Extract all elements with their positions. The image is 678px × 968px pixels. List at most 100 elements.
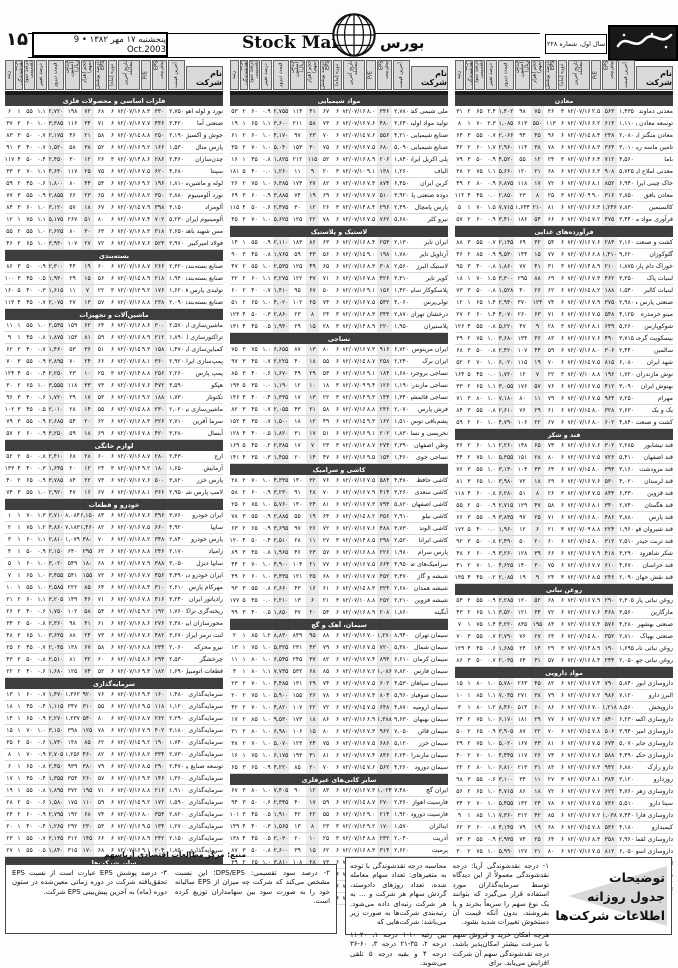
cell-value: ۸۲/۰۷/۱۶ (118, 823, 140, 830)
cell-value: ۱,۷۸۰ (394, 251, 409, 258)
cell-value: ۴ (242, 454, 246, 461)
cell-value: ۳ (335, 204, 340, 211)
cell-value: ۹۹ (231, 609, 238, 616)
cell-value: ۷۱ (97, 120, 105, 127)
cell-value: ۴۹ (231, 573, 238, 580)
cell-value: ۷۱ (456, 395, 463, 402)
cell-value: ۲۵ (531, 512, 544, 523)
cell-value: ۹۶۴ (602, 393, 617, 404)
cell-value: ۲۸۶ (152, 154, 167, 165)
cell-value: ۲۹۵ (517, 275, 528, 282)
cell-value: ۱۲۴ (531, 297, 544, 308)
cell-value: ۱۵ (306, 726, 319, 737)
cell-value: ۳ (17, 418, 21, 425)
cell-value: ۷۵ (251, 346, 258, 353)
cell-value: ۱۶۷ (517, 740, 528, 747)
cell-value: ۷۲ (519, 478, 526, 485)
cell-value: ۶ (335, 299, 340, 306)
cell-value: ۱۵ (531, 249, 544, 260)
cell-value: ۱,۶۴۵ (48, 463, 64, 474)
cell-value: ۲ (242, 108, 246, 115)
cell-value: ۱,۸۷۵ (619, 263, 634, 270)
cell-value: ۶ (110, 691, 115, 698)
cell-value: ۱۱۶ (67, 120, 78, 127)
cell-value: ۹.۲ (141, 287, 151, 294)
column-header-vertical: درجه نقدشوندگی (240, 60, 248, 90)
cell-value: ۶ (560, 728, 565, 735)
cell-company-name: فارسیت اهواز (412, 799, 448, 806)
cell-value: ۶۳ (531, 309, 544, 320)
cell-value: ۲۴۲ (152, 833, 167, 844)
cell-value: ۸۲/۰۷/۱۶ (343, 609, 365, 616)
cell-value: ۸۲/۰۷/۱۶ (343, 192, 365, 199)
column-header-company-name: نام شرکت (411, 66, 448, 90)
cell-value: ۲ (467, 311, 471, 318)
cell-company-name: فرآوری مواد معدنی ایران (636, 216, 673, 223)
cell-value: ۲,۷۳۰ (169, 751, 184, 758)
cell-value: ۳,۱۲۰ (48, 202, 64, 213)
cell-value: ۶۴ (322, 513, 330, 520)
cell-value: ۲۵ (97, 370, 105, 377)
cell-value: ۰.۶ (487, 776, 496, 783)
cell-value: ۷۵ (476, 168, 483, 175)
cell-value: ۶ (560, 383, 565, 390)
cell-value: ۲ (467, 550, 471, 557)
cell-value: ۱۲ (81, 154, 94, 165)
cell-value: ۱۸۸ (602, 285, 617, 296)
cell-value: ۷۰ (251, 144, 258, 151)
cell-value: ۸۲/۰۷/۱۶ (568, 383, 590, 390)
table-row: روغن نباتی جهان۲,۰۵۰۲۴۴۸.۴۸۲/۰۷/۱۶۶۵۷۳۱۶… (455, 655, 673, 667)
cell-value: ۹۴۲ (602, 762, 617, 773)
cell-value: ۶ (110, 180, 115, 187)
cell-value: ۵۲ (97, 668, 105, 675)
cell-value: ۱.۰ (487, 335, 496, 342)
cell-value: ۴۹۶ (152, 510, 167, 521)
cell-value: ۱.۱ (487, 609, 496, 616)
cell-value: ۱۷ (81, 392, 94, 403)
cell-value: ۱.۰ (262, 859, 271, 866)
cell-value: ۱,۷۳۰ (169, 394, 184, 401)
cell-value: ۸۲/۰۷/۱۶ (118, 334, 140, 341)
cell-value: ۱.۰ (262, 704, 271, 711)
cell-value: ۳,۱۲۰ (619, 776, 634, 783)
cell-value: ۱ (467, 275, 471, 282)
cell-value: ۱۸ (306, 714, 319, 725)
cell-value: ۲۹ (294, 323, 301, 330)
cell-value: ۱,۵۲۸ (498, 285, 514, 296)
cell-value: ۵,۹۰۰ (273, 690, 289, 701)
cell-value: ۳۱ (531, 655, 544, 666)
cell-value: ۸۷ (294, 346, 301, 353)
cell-value: ۱۰ (306, 833, 319, 844)
cell-value: ۵ (242, 597, 246, 604)
globe-icon (331, 12, 377, 62)
table-row: کاشی الوند ۳,۷۳۰ ۴۸۸ ۷.۶ ۸۲/۰۷/۱۶ ۶ ۷۲ ۲۶ ۹۷ ۳,۶۹… (230, 523, 448, 535)
cell-value: ۷,۷۳۵ (273, 666, 289, 677)
cell-value: ۲,۳۲۰ (169, 263, 184, 270)
cell-value: ۵۰ (476, 538, 483, 545)
cell-value: ۸۲/۰۷/۱۵ (118, 132, 140, 139)
cell-value: ۹ (306, 166, 319, 177)
cell-value: ۳ (467, 538, 471, 545)
cell-value: ۸۲/۰۷/۱۶ (118, 144, 140, 151)
cell-value: ۲,۱۹۰ (169, 132, 184, 139)
cell-value: ۵۰ (26, 370, 33, 377)
table-row: شکر شاهرود ۳,۲۹۰ ۴۱۸ ۷.۹ ۸۲/۰۷/۱۶ ۶ ۶۶ ۳۹ ۱۲۸ ۳,۲… (455, 548, 673, 560)
cell-value: ۳۹۸ (67, 727, 78, 734)
cell-value: ۱۱۵ (517, 359, 528, 366)
cell-value: ۶۰۲ (377, 678, 392, 689)
cell-value: ۴۹ (294, 370, 301, 377)
cell-value: ۸,۸۳۰ (273, 630, 289, 641)
table-row: داروسازی ابوریحان۵,۸۴۰۷۹۰۷.۴۸۲/۰۷/۱۶۶۸۲۴… (455, 678, 673, 690)
column-header-vertical: تاریخ آخرین معامله (118, 60, 140, 90)
cell-company-name: سرمایه‌گذاری ساختمان ایران (186, 835, 223, 842)
cell-value: ۱.۰ (262, 656, 271, 663)
cell-value: ۵,۰۲۰ (498, 738, 514, 749)
table-row: تکنوتار ۱,۷۳۰ ۱۸۸ ۹.۲ ۸۲/۰۷/۱۶ ۶ ۵۳ ۱۷ ۲۹ ۱,۷۲۰ ۰.… (5, 392, 223, 404)
cell-value: ۳۷ (306, 654, 319, 665)
cell-value: ۳ (110, 156, 115, 163)
cell-value: ۵,۱۷۵ (48, 214, 64, 225)
cell-value: ۶۰ (26, 691, 33, 698)
cell-value: ۳ (242, 764, 246, 771)
table-row: یک و یک ۲,۶۳۰ ۳۲۸ ۸.۰ ۸۲/۰۷/۱۵ ۶ ۶۱ ۲۹ ۷۶ ۲,۶۱۰ ۰.… (455, 405, 673, 417)
cell-value: ۱۴ (231, 239, 238, 246)
